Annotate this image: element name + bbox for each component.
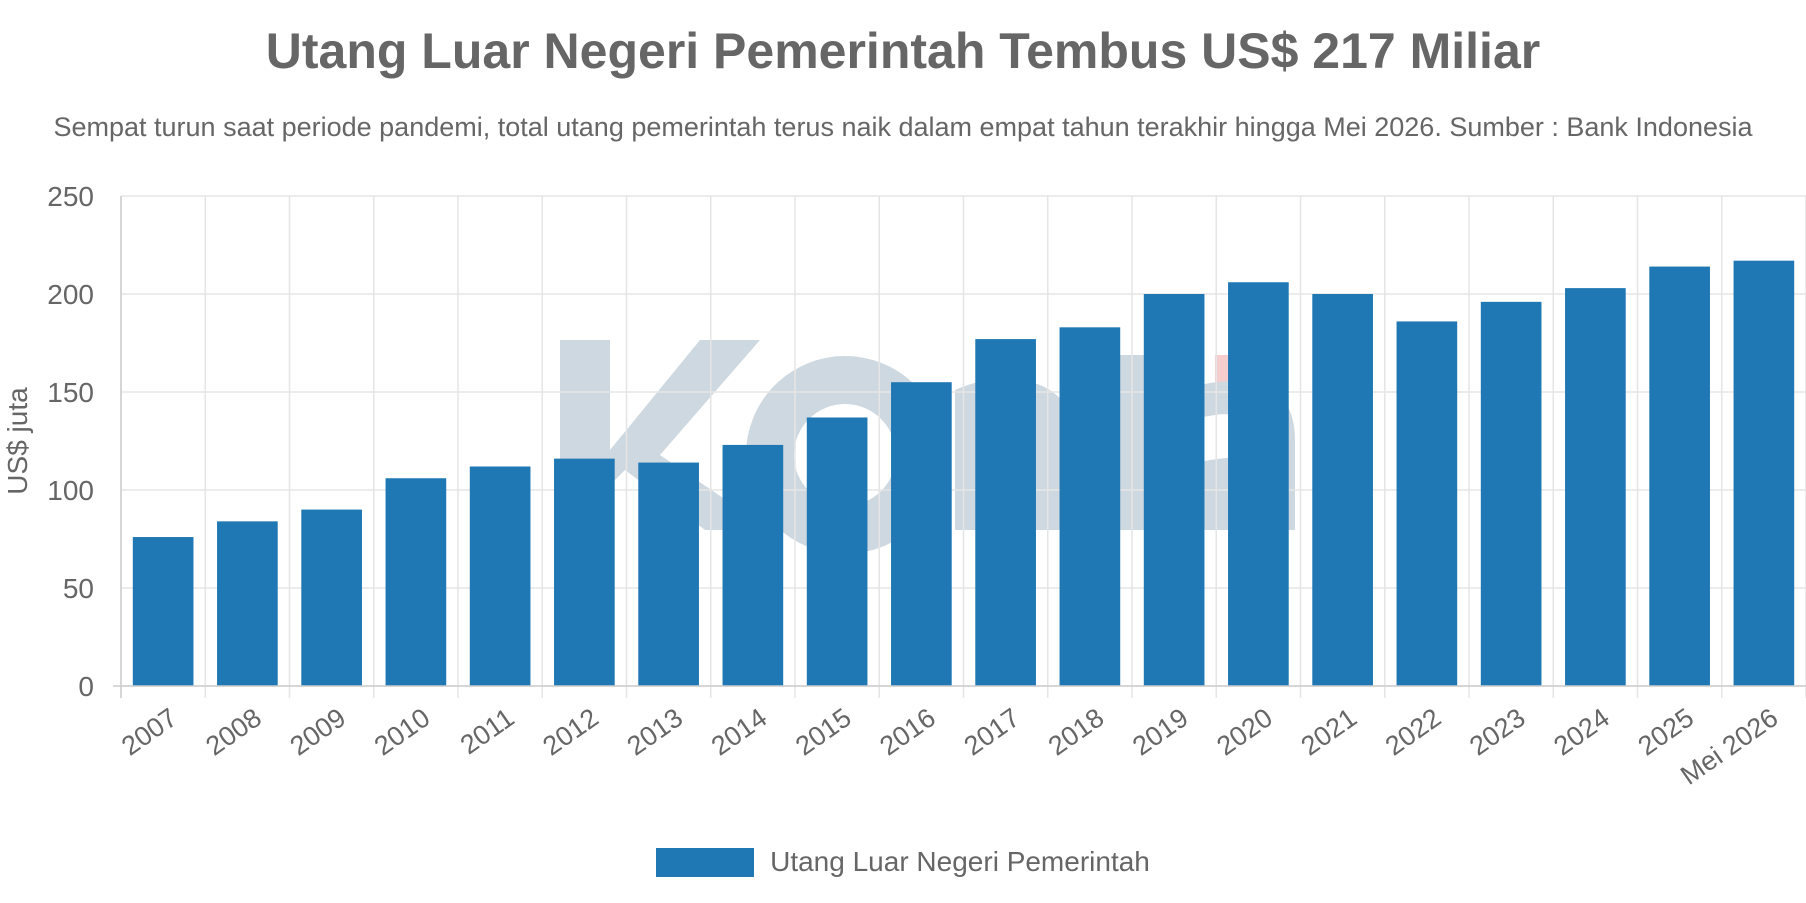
x-tick-label: 2009 xyxy=(285,702,351,761)
x-tick-label: 2022 xyxy=(1380,702,1446,761)
y-tick-label: 250 xyxy=(47,181,94,212)
bar[interactable] xyxy=(1480,301,1542,686)
bar-chart: 0 50 100 150 200 250 2007 2008 2009 2010 2011 2012… xyxy=(2,181,1806,791)
bar[interactable] xyxy=(217,521,278,686)
x-tick-label: 2010 xyxy=(369,702,435,761)
y-tick-label: 200 xyxy=(47,279,94,310)
x-tick-label: 2013 xyxy=(622,702,688,761)
x-axis-ticks: 2007 2008 2009 2010 2011 2012 2013 2014 2015 2016… xyxy=(116,702,1783,790)
bar[interactable] xyxy=(1733,260,1795,686)
bar[interactable] xyxy=(1396,321,1458,686)
y-axis-label: US$ juta xyxy=(2,387,33,495)
y-tick-label: 0 xyxy=(78,671,94,702)
bar[interactable] xyxy=(301,509,362,686)
bar[interactable] xyxy=(1312,294,1373,686)
x-tick-label: 2008 xyxy=(200,702,266,761)
bar[interactable] xyxy=(975,339,1036,686)
bar[interactable] xyxy=(638,462,699,686)
legend-item[interactable]: Utang Luar Negeri Pemerintah xyxy=(656,846,1150,878)
legend: Utang Luar Negeri Pemerintah xyxy=(0,846,1806,882)
x-tick-label: 2020 xyxy=(1211,702,1277,761)
bar[interactable] xyxy=(1228,282,1289,686)
chart-title: Utang Luar Negeri Pemerintah Tembus US$ … xyxy=(265,23,1541,79)
x-tick-label: 2024 xyxy=(1548,702,1614,761)
legend-label: Utang Luar Negeri Pemerintah xyxy=(770,846,1150,877)
x-tick-label: 2012 xyxy=(537,702,603,761)
chart-grid xyxy=(120,195,1806,698)
bar[interactable] xyxy=(1143,294,1205,686)
x-tick-label: 2011 xyxy=(455,702,520,760)
x-tick-label: Mei 2026 xyxy=(1675,702,1783,790)
x-tick-label: 2025 xyxy=(1633,702,1699,761)
bar[interactable] xyxy=(1649,266,1710,686)
bar[interactable] xyxy=(469,466,531,686)
bars-group xyxy=(132,260,1795,686)
chart-subtitle: Sempat turun saat periode pandemi, total… xyxy=(53,112,1753,142)
x-tick-label: 2014 xyxy=(706,702,772,761)
bar[interactable] xyxy=(891,382,952,686)
x-tick-label: 2018 xyxy=(1043,702,1109,761)
bar[interactable] xyxy=(385,478,447,686)
chart-axes xyxy=(113,196,1806,698)
bar[interactable] xyxy=(1059,327,1121,686)
bar[interactable] xyxy=(132,537,194,686)
bar[interactable] xyxy=(1565,288,1626,686)
y-tick-label: 100 xyxy=(47,475,94,506)
x-tick-label: 2023 xyxy=(1464,702,1530,761)
y-tick-label: 150 xyxy=(47,377,94,408)
y-tick-label: 50 xyxy=(63,573,94,604)
x-tick-label: 2017 xyxy=(959,702,1025,761)
x-tick-label: 2016 xyxy=(874,702,940,761)
x-tick-label: 2019 xyxy=(1127,702,1193,761)
x-tick-label: 2021 xyxy=(1296,702,1362,761)
x-tick-label: 2007 xyxy=(116,702,182,761)
bar[interactable] xyxy=(806,417,868,686)
x-tick-label: 2015 xyxy=(790,702,856,761)
y-axis-ticks: 0 50 100 150 200 250 xyxy=(47,181,94,702)
bar[interactable] xyxy=(722,444,784,686)
bar[interactable] xyxy=(554,458,615,686)
legend-swatch xyxy=(656,847,755,877)
